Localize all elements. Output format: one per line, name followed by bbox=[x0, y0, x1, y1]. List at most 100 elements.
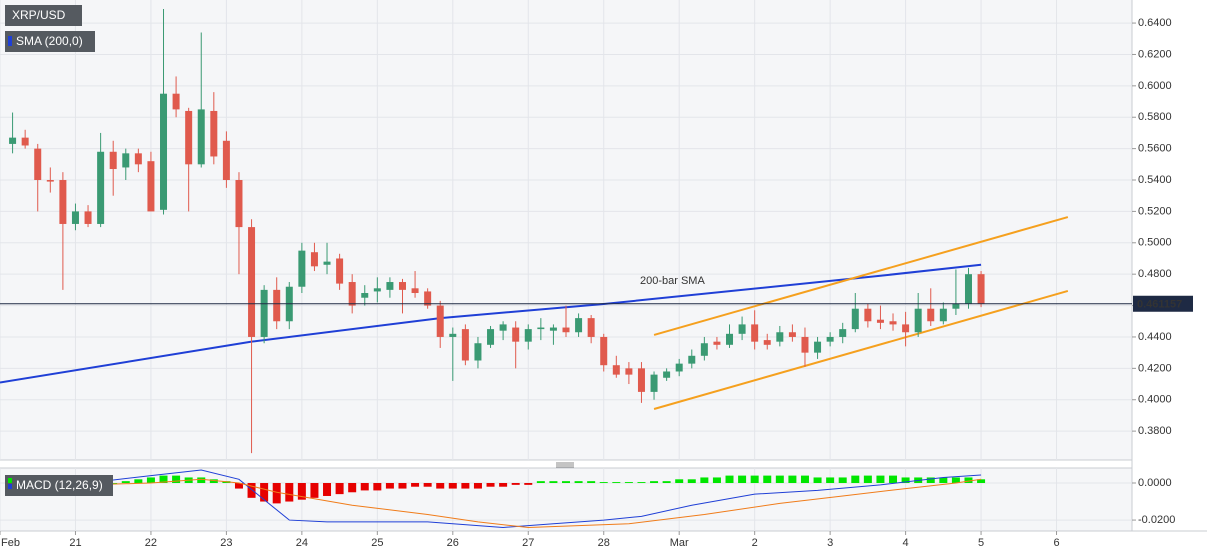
macd-histogram-bar bbox=[461, 483, 470, 489]
candle-body bbox=[977, 274, 985, 304]
macd-histogram-bar bbox=[486, 483, 495, 487]
candle-body bbox=[549, 327, 557, 331]
macd-histogram-bar bbox=[260, 483, 269, 502]
macd-histogram-bar bbox=[662, 481, 671, 484]
candle-body bbox=[814, 341, 822, 353]
macd-histogram-bar bbox=[511, 483, 520, 485]
y-tick-label: 0.6000 bbox=[1138, 80, 1172, 92]
macd-histogram-bar bbox=[423, 483, 432, 487]
x-tick-label: 5 bbox=[978, 537, 984, 549]
candle-body bbox=[788, 332, 796, 337]
macd-histogram-bar bbox=[813, 477, 822, 484]
x-tick-label: 21 bbox=[69, 537, 81, 549]
candle-body bbox=[34, 148, 42, 181]
legend-title: XRP/USD bbox=[12, 8, 66, 22]
candle-body bbox=[675, 363, 683, 372]
y-tick-label: -0.0200 bbox=[1138, 514, 1175, 526]
candle-body bbox=[700, 343, 708, 356]
candle-body bbox=[21, 137, 29, 146]
macd-histogram-bar bbox=[524, 483, 533, 485]
candle-body bbox=[46, 180, 54, 182]
legend-swatch bbox=[8, 484, 12, 489]
drag-handle[interactable] bbox=[556, 462, 574, 468]
candle-body bbox=[650, 374, 658, 392]
candle-body bbox=[134, 153, 142, 165]
y-tick-label: 0.3800 bbox=[1138, 425, 1172, 437]
macd-histogram-bar bbox=[536, 481, 545, 484]
candle-body bbox=[160, 93, 168, 210]
macd-histogram-bar bbox=[599, 482, 608, 484]
candle-body bbox=[172, 93, 180, 110]
channel-line bbox=[653, 290, 1069, 410]
y-tick-label: 0.0000 bbox=[1138, 477, 1172, 489]
macd-histogram-bar bbox=[197, 477, 206, 484]
y-tick-label: 0.6400 bbox=[1138, 17, 1172, 29]
candle-body bbox=[185, 110, 193, 165]
candle-body bbox=[310, 252, 318, 267]
candle-body bbox=[726, 333, 734, 345]
candle-body bbox=[864, 308, 872, 322]
macd-histogram-bar bbox=[411, 483, 420, 487]
legend-swatch bbox=[8, 478, 12, 483]
legend-sma: SMA (200,0) bbox=[16, 34, 83, 48]
candle-body bbox=[902, 324, 910, 333]
candle-body bbox=[914, 308, 922, 333]
macd-histogram-bar bbox=[499, 483, 508, 487]
candle-body bbox=[109, 151, 117, 170]
x-tick-label: 24 bbox=[296, 537, 308, 549]
candle-body bbox=[876, 319, 884, 323]
macd-histogram-bar bbox=[549, 481, 558, 484]
macd-histogram-bar bbox=[436, 483, 445, 489]
sma-line bbox=[0, 263, 982, 384]
x-tick-label: Mar bbox=[670, 537, 689, 549]
candle-body bbox=[537, 327, 545, 330]
candle-body bbox=[122, 153, 130, 168]
candle-body bbox=[751, 324, 759, 342]
macd-histogram-bar bbox=[234, 483, 243, 489]
sma-annotation: 200-bar SMA bbox=[640, 275, 705, 287]
macd-histogram-bar bbox=[964, 477, 973, 484]
legend-box bbox=[5, 5, 82, 26]
legend-box bbox=[5, 475, 113, 496]
macd-histogram-bar bbox=[700, 477, 709, 484]
macd-histogram-bar bbox=[587, 481, 596, 484]
candle-body bbox=[298, 250, 306, 287]
candle-body bbox=[612, 365, 620, 375]
candle-body bbox=[273, 289, 281, 322]
macd-histogram-bar bbox=[876, 475, 885, 484]
legend-box bbox=[5, 31, 95, 52]
candle-body bbox=[235, 180, 243, 228]
candle-body bbox=[411, 288, 419, 294]
macd-histogram-bar bbox=[624, 482, 633, 484]
x-tick-label: 22 bbox=[145, 537, 157, 549]
macd-panel bbox=[0, 468, 1132, 531]
candle-body bbox=[851, 308, 859, 330]
candle-body bbox=[688, 355, 696, 364]
candle-body bbox=[449, 333, 457, 337]
macd-histogram-bar bbox=[159, 475, 168, 484]
candle-body bbox=[436, 305, 444, 337]
y-tick-label: 0.4400 bbox=[1138, 331, 1172, 343]
y-tick-label: 0.5800 bbox=[1138, 111, 1172, 123]
macd-histogram-bar bbox=[373, 483, 382, 491]
candle-body bbox=[197, 109, 205, 165]
candle-body bbox=[147, 161, 155, 212]
macd-histogram-bar bbox=[951, 477, 960, 484]
macd-histogram-bar bbox=[851, 475, 860, 484]
x-tick-label: 26 bbox=[447, 537, 459, 549]
candle-body bbox=[713, 341, 721, 345]
y-tick-label: 0.4200 bbox=[1138, 362, 1172, 374]
macd-histogram-bar bbox=[385, 483, 394, 489]
x-tick-label: 27 bbox=[522, 537, 534, 549]
x-tick-label: Feb bbox=[1, 537, 20, 549]
x-tick-label: 28 bbox=[598, 537, 610, 549]
macd-histogram-bar bbox=[977, 479, 986, 484]
candle-body bbox=[776, 332, 784, 342]
macd-histogram-bar bbox=[838, 477, 847, 484]
macd-histogram-bar bbox=[335, 483, 344, 495]
macd-histogram-bar bbox=[889, 475, 898, 484]
macd-histogram-bar bbox=[775, 475, 784, 484]
candle-body bbox=[562, 327, 570, 333]
candle-body bbox=[398, 282, 406, 290]
macd-histogram-bar bbox=[901, 477, 910, 484]
